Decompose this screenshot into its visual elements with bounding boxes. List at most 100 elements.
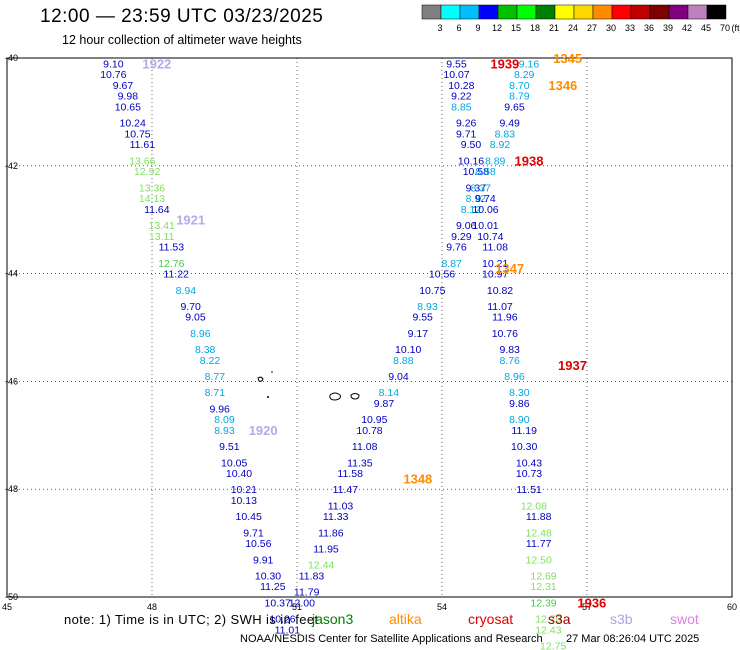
wave-height-label: 12.69 bbox=[530, 570, 556, 582]
wave-height-label: 8.77 bbox=[205, 371, 226, 383]
wave-height-label: 10.45 bbox=[236, 511, 262, 523]
wave-height-label: 8.87 bbox=[441, 258, 462, 270]
wave-height-label: 8.09 bbox=[214, 414, 235, 426]
x-tick-label: 54 bbox=[437, 602, 447, 612]
wave-height-label: 9.50 bbox=[461, 139, 482, 151]
wave-height-label: 8.12 bbox=[461, 204, 482, 216]
x-tick-label: 45 bbox=[2, 602, 12, 612]
wave-height-label: 14.13 bbox=[139, 193, 165, 205]
wave-height-label: 8.37 bbox=[470, 182, 491, 194]
wave-height-label: 11.61 bbox=[130, 139, 156, 151]
y-tick-label: -48 bbox=[5, 484, 18, 494]
wave-height-label: 10.26 bbox=[269, 614, 295, 626]
wave-height-label: 12.75 bbox=[540, 641, 566, 650]
wave-height-label: 8.83 bbox=[495, 128, 516, 140]
wave-height-label: 11.88 bbox=[526, 511, 552, 523]
wave-height-label: 8.96 bbox=[504, 371, 525, 383]
track-annotations: 1922 1921 1920 1939 1345 1346 1938 1347 1937 1348… bbox=[142, 51, 606, 610]
wave-height-label: 11.01 bbox=[275, 624, 301, 636]
wave-height-label: 10.75 bbox=[124, 128, 150, 140]
island-dot bbox=[271, 371, 273, 373]
wave-height-label: 13.36 bbox=[139, 182, 165, 194]
satellite-altika: altika bbox=[389, 611, 422, 627]
wave-height-label: 11.95 bbox=[313, 543, 339, 555]
colorbar-tick: 33 bbox=[625, 23, 635, 33]
x-tick-label: 51 bbox=[292, 602, 302, 612]
wave-height-label: 9.55 bbox=[446, 58, 467, 70]
wave-height-label: 10.58 bbox=[463, 166, 489, 178]
wave-height-label: 10.76 bbox=[492, 328, 518, 340]
wave-height-label: 10.28 bbox=[448, 80, 474, 92]
wave-height-label: 12.31 bbox=[530, 581, 556, 593]
plot-border bbox=[6, 57, 733, 598]
pass-time-label: 1936 bbox=[577, 595, 606, 610]
x-tick-label: 57 bbox=[582, 602, 592, 612]
wave-height-label: 9.49 bbox=[499, 118, 520, 130]
wave-height-label: 12.76 bbox=[158, 258, 184, 270]
wave-height-label: 9.37 bbox=[466, 182, 487, 194]
wave-height-label: 8.30 bbox=[509, 387, 530, 399]
wave-height-label: 8.38 bbox=[195, 344, 216, 356]
wave-height-label: 8.71 bbox=[205, 387, 226, 399]
island-outlines bbox=[257, 371, 360, 401]
wave-height-label: 11.07 bbox=[487, 301, 513, 313]
wave-height-label: 8.93 bbox=[417, 301, 438, 313]
footer-credit: NOAA/NESDIS Center for Satellite Applica… bbox=[240, 633, 543, 645]
wave-height-label: 10.56 bbox=[245, 538, 271, 550]
wave-height-label: 11.19 bbox=[511, 425, 537, 437]
wave-height-label: 10.75 bbox=[419, 285, 445, 297]
wave-height-label: 11.22 bbox=[163, 269, 189, 281]
wave-height-label: 10.82 bbox=[487, 285, 513, 297]
wave-height-label: 8.58 bbox=[475, 166, 496, 178]
satellite-swot: swot bbox=[670, 611, 699, 627]
wave-height-label: 10.01 bbox=[472, 220, 498, 232]
wave-height-label: 8.89 bbox=[485, 155, 506, 167]
wave-height-label: 12.08 bbox=[521, 500, 547, 512]
y-tick-label: -50 bbox=[5, 592, 18, 602]
wave-height-label: 12.48 bbox=[526, 527, 552, 539]
pass-time-label: 1920 bbox=[249, 423, 278, 438]
wave-height-label: 10.97 bbox=[482, 269, 508, 281]
wave-height-label: 10.30 bbox=[255, 570, 281, 582]
colorbar-swatch bbox=[497, 4, 518, 20]
colorbar-tick: 39 bbox=[663, 23, 673, 33]
wave-height-label: 10.73 bbox=[516, 468, 542, 480]
colorbar-swatch bbox=[706, 4, 727, 20]
y-tick-label: -40 bbox=[5, 53, 18, 63]
wave-height-label: 10.05 bbox=[221, 457, 247, 469]
wave-height-label: 10.65 bbox=[115, 102, 141, 114]
wave-height-label: 10.37 bbox=[265, 597, 291, 609]
wave-height-label: 11.08 bbox=[352, 441, 378, 453]
colorbar-tick: 6 bbox=[456, 23, 461, 33]
wave-height-label: 9.16 bbox=[519, 58, 540, 70]
pass-time-label: 1348 bbox=[403, 471, 432, 486]
wave-height-label: 8.93 bbox=[214, 425, 235, 437]
wave-height-label: 9.22 bbox=[451, 91, 472, 103]
wave-height-label: 8.79 bbox=[509, 91, 530, 103]
chart-subtitle: 12 hour collection of altimeter wave hei… bbox=[62, 33, 302, 47]
wave-height-label: 10.43 bbox=[516, 457, 542, 469]
wave-height-label: 9.10 bbox=[103, 58, 124, 70]
wave-height-label: 8.96 bbox=[190, 328, 211, 340]
colorbar-tick: 24 bbox=[568, 23, 578, 33]
pass-time-label: 1921 bbox=[176, 213, 205, 228]
colorbar-tick: 70 bbox=[720, 23, 730, 33]
satellite-s3a: s3a bbox=[548, 611, 571, 627]
wave-height-label: 11.79 bbox=[294, 587, 320, 599]
wave-height-label: 8.22 bbox=[200, 355, 221, 367]
wave-height-label: 9.05 bbox=[185, 312, 206, 324]
wave-height-label: 8.85 bbox=[451, 102, 472, 114]
satellite-cryosat: cryosat bbox=[468, 611, 514, 627]
island-shape bbox=[257, 376, 264, 382]
colorbar-swatch bbox=[668, 4, 689, 20]
wave-height-label: 9.74 bbox=[475, 193, 496, 205]
wave-height-label: 12.70 bbox=[535, 614, 561, 626]
wave-height-label: 11.47 bbox=[333, 484, 359, 496]
wave-height-label: 8.76 bbox=[499, 355, 520, 367]
colorbar-swatch bbox=[649, 4, 670, 20]
wave-height-label: 13.11 bbox=[149, 231, 175, 243]
wave-height-label: 9.17 bbox=[408, 328, 429, 340]
colorbar-swatch bbox=[516, 4, 537, 20]
